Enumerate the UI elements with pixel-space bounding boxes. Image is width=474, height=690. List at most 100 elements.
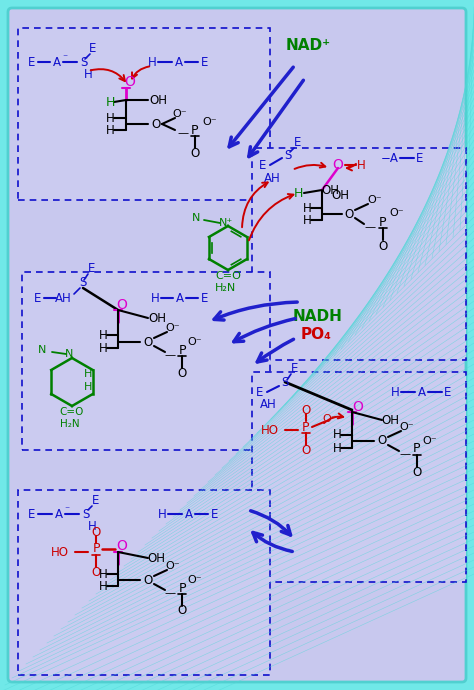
Text: E: E <box>88 262 96 275</box>
Text: O: O <box>143 335 153 348</box>
Text: H: H <box>99 567 108 580</box>
Text: H₂N: H₂N <box>60 419 80 429</box>
Text: O⁻: O⁻ <box>368 195 383 205</box>
Text: E: E <box>201 55 209 68</box>
Text: S: S <box>82 508 90 520</box>
Text: O: O <box>117 298 128 312</box>
Text: O⁻: O⁻ <box>173 109 187 119</box>
Text: E: E <box>92 493 100 506</box>
Text: OH: OH <box>321 184 339 197</box>
Text: O⁻: O⁻ <box>203 117 217 127</box>
Text: —: — <box>400 449 410 459</box>
Text: O⁻: O⁻ <box>166 323 180 333</box>
Text: E: E <box>294 135 301 148</box>
Text: O: O <box>412 466 422 478</box>
Text: H: H <box>83 68 92 81</box>
Text: HO: HO <box>261 424 279 437</box>
Text: H: H <box>391 386 400 399</box>
Text: ⁻: ⁻ <box>63 53 68 63</box>
Text: H: H <box>158 508 166 520</box>
Text: O: O <box>301 444 310 457</box>
Text: A: A <box>176 291 184 304</box>
Text: ⁻: ⁻ <box>64 505 70 515</box>
Text: O: O <box>177 366 187 380</box>
Text: O: O <box>91 526 100 538</box>
Text: P: P <box>191 124 199 137</box>
Text: P: P <box>178 344 186 357</box>
Text: A: A <box>175 55 183 68</box>
FancyBboxPatch shape <box>252 148 466 360</box>
FancyBboxPatch shape <box>8 8 466 682</box>
Text: H: H <box>293 186 303 199</box>
Text: O: O <box>177 604 187 618</box>
FancyBboxPatch shape <box>252 372 466 582</box>
Text: A: A <box>55 508 63 520</box>
Text: E: E <box>201 291 209 304</box>
Text: N: N <box>65 349 73 359</box>
Text: —: — <box>164 350 175 360</box>
Text: H: H <box>99 580 108 593</box>
Text: O: O <box>378 239 388 253</box>
Text: N: N <box>192 213 200 223</box>
Text: E: E <box>34 291 42 304</box>
Text: O: O <box>353 400 364 414</box>
Text: E: E <box>89 41 97 55</box>
Text: O: O <box>91 566 100 578</box>
Text: O⁻: O⁻ <box>423 436 438 446</box>
Text: N: N <box>38 345 46 355</box>
Text: S: S <box>284 148 292 161</box>
Text: H₂N: H₂N <box>215 283 237 293</box>
Text: AH: AH <box>264 172 281 184</box>
Text: H: H <box>151 291 159 304</box>
Text: O: O <box>151 117 161 130</box>
Text: P: P <box>178 582 186 595</box>
Text: P: P <box>413 442 421 455</box>
Text: H: H <box>106 124 114 137</box>
Text: OH: OH <box>149 94 167 106</box>
Text: AH: AH <box>55 291 72 304</box>
Text: OH: OH <box>381 413 399 426</box>
Text: E: E <box>211 508 219 520</box>
Text: NAD⁺: NAD⁺ <box>285 37 330 52</box>
Text: —: — <box>164 588 175 598</box>
Text: H: H <box>88 520 96 533</box>
Text: H: H <box>84 382 92 392</box>
FancyBboxPatch shape <box>22 272 270 450</box>
Text: A: A <box>53 55 61 68</box>
FancyBboxPatch shape <box>18 490 270 675</box>
Text: H: H <box>333 442 341 455</box>
Text: O: O <box>117 539 128 553</box>
Text: O: O <box>333 158 344 172</box>
Text: C=O: C=O <box>215 271 241 281</box>
Text: H: H <box>99 342 108 355</box>
Text: C=O: C=O <box>60 407 84 417</box>
Text: −A: −A <box>381 152 399 164</box>
FancyBboxPatch shape <box>18 28 270 200</box>
Text: O: O <box>125 75 136 89</box>
Text: OH: OH <box>147 551 165 564</box>
Text: P: P <box>92 542 100 555</box>
Text: AH: AH <box>260 397 276 411</box>
Text: S: S <box>281 375 289 388</box>
Text: H: H <box>356 159 365 172</box>
Text: E: E <box>416 152 424 164</box>
Text: O⁻: O⁻ <box>323 414 337 424</box>
Text: E: E <box>28 55 36 68</box>
Text: —: — <box>365 222 375 232</box>
Text: PO₄: PO₄ <box>301 326 331 342</box>
Text: H: H <box>147 55 156 68</box>
Text: O⁻: O⁻ <box>188 337 202 347</box>
Text: O: O <box>377 435 387 448</box>
Text: —: — <box>177 128 189 138</box>
Text: O: O <box>143 573 153 586</box>
Text: E: E <box>256 386 264 399</box>
Text: O: O <box>191 146 200 159</box>
Text: O⁻: O⁻ <box>166 561 180 571</box>
Text: E: E <box>292 362 299 375</box>
Text: H: H <box>106 112 114 124</box>
Text: N⁺: N⁺ <box>219 218 233 228</box>
Text: H: H <box>302 213 311 226</box>
Text: H: H <box>302 201 311 215</box>
Text: OH: OH <box>331 188 349 201</box>
Text: H: H <box>99 328 108 342</box>
